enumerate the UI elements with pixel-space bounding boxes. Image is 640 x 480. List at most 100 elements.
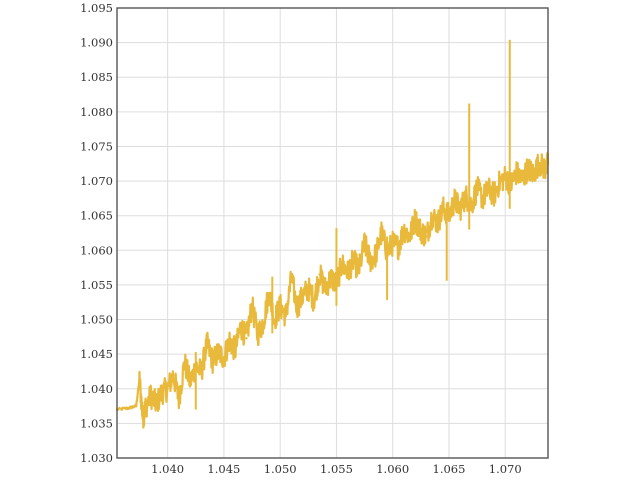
series-point: [200, 370, 203, 373]
series-point: [487, 188, 490, 191]
series-point: [498, 181, 501, 184]
series-point: [442, 207, 445, 210]
series-point: [278, 304, 282, 307]
y-tick-label: 1.050: [80, 313, 113, 327]
series-point: [290, 276, 293, 280]
series-point: [543, 167, 546, 170]
series-point: [368, 259, 372, 262]
series-point: [532, 172, 535, 176]
series-point: [205, 342, 209, 345]
y-tick-label: 1.070: [80, 174, 113, 188]
series-point: [408, 235, 411, 238]
series-point: [183, 361, 186, 364]
series-point: [141, 416, 145, 420]
y-tick-label: 1.030: [80, 451, 113, 465]
series-point: [363, 242, 366, 245]
x-tick-label: 1.070: [489, 462, 522, 476]
series-point: [273, 318, 276, 321]
series-point: [143, 406, 147, 410]
series-point: [515, 171, 518, 174]
series-point: [380, 231, 383, 235]
y-tick-label: 1.060: [80, 243, 113, 257]
series-point: [301, 294, 304, 298]
series-point: [256, 333, 259, 336]
y-tick-label: 1.095: [80, 1, 113, 15]
series-point: [284, 314, 287, 318]
series-point: [262, 321, 265, 324]
series-point: [425, 235, 428, 238]
series-point: [391, 242, 394, 245]
series-point: [492, 193, 496, 197]
tick-labels: 1.030 1.035 1.040 1.045 1.050 1.055 1.060 1.065…: [80, 1, 522, 476]
series-point: [464, 195, 468, 198]
series-point: [160, 391, 164, 394]
series-point: [402, 228, 406, 231]
series-point: [177, 397, 181, 401]
series-point: [537, 161, 541, 165]
series-point: [138, 378, 141, 381]
series-point: [357, 268, 361, 271]
series-point: [430, 214, 434, 217]
series-point: [233, 349, 237, 352]
series-point: [475, 186, 479, 190]
series-point: [188, 380, 192, 384]
series-point: [329, 276, 333, 280]
series-point: [340, 262, 344, 266]
series-point: [453, 199, 456, 202]
series-area: [115, 39, 550, 429]
series-point: [267, 292, 271, 295]
x-tick-label: 1.050: [264, 462, 297, 476]
series-point: [504, 175, 507, 179]
series-point: [526, 167, 529, 170]
series-point: [222, 356, 226, 359]
series-point: [312, 298, 316, 302]
series-point: [352, 259, 355, 262]
y-tick-label: 1.035: [80, 416, 113, 430]
series-point: [245, 337, 248, 340]
x-tick-label: 1.055: [320, 462, 353, 476]
series-point: [346, 271, 349, 274]
y-tick-label: 1.090: [80, 36, 113, 50]
series-point: [295, 305, 299, 309]
series-point: [239, 325, 242, 328]
x-tick-label: 1.065: [433, 462, 466, 476]
series-point: [447, 214, 451, 217]
series-point: [323, 287, 327, 290]
series-point: [419, 229, 423, 233]
series-point: [318, 273, 321, 276]
y-tick-label: 1.085: [80, 70, 113, 84]
y-tick-label: 1.080: [80, 105, 113, 119]
series-point: [307, 287, 310, 290]
series-point: [520, 178, 524, 181]
series-point: [228, 339, 231, 342]
series-point: [134, 404, 138, 408]
x-tick-label: 1.040: [151, 462, 184, 476]
series-point: [481, 197, 484, 200]
series-line: [116, 151, 550, 429]
y-tick-label: 1.075: [80, 139, 113, 153]
x-tick-label: 1.060: [376, 462, 409, 476]
series-point: [172, 373, 175, 377]
x-tick-label: 1.045: [207, 462, 240, 476]
series-point: [414, 217, 417, 221]
series-point: [166, 387, 169, 390]
series-point: [374, 253, 378, 257]
series-point: [127, 406, 130, 410]
series-point: [397, 245, 400, 249]
series-point: [211, 359, 214, 363]
y-tick-label: 1.040: [80, 382, 113, 396]
series-point: [250, 304, 254, 307]
series-point: [217, 351, 220, 354]
series-point: [470, 204, 473, 207]
series-point: [459, 207, 462, 210]
y-tick-label: 1.045: [80, 347, 113, 361]
plot-border: [116, 7, 549, 459]
y-tick-label: 1.065: [80, 209, 113, 223]
series-point: [155, 402, 158, 406]
plot-frame: [116, 7, 549, 459]
series-point: [436, 221, 439, 224]
series-point: [149, 394, 152, 397]
y-tick-label: 1.055: [80, 278, 113, 292]
